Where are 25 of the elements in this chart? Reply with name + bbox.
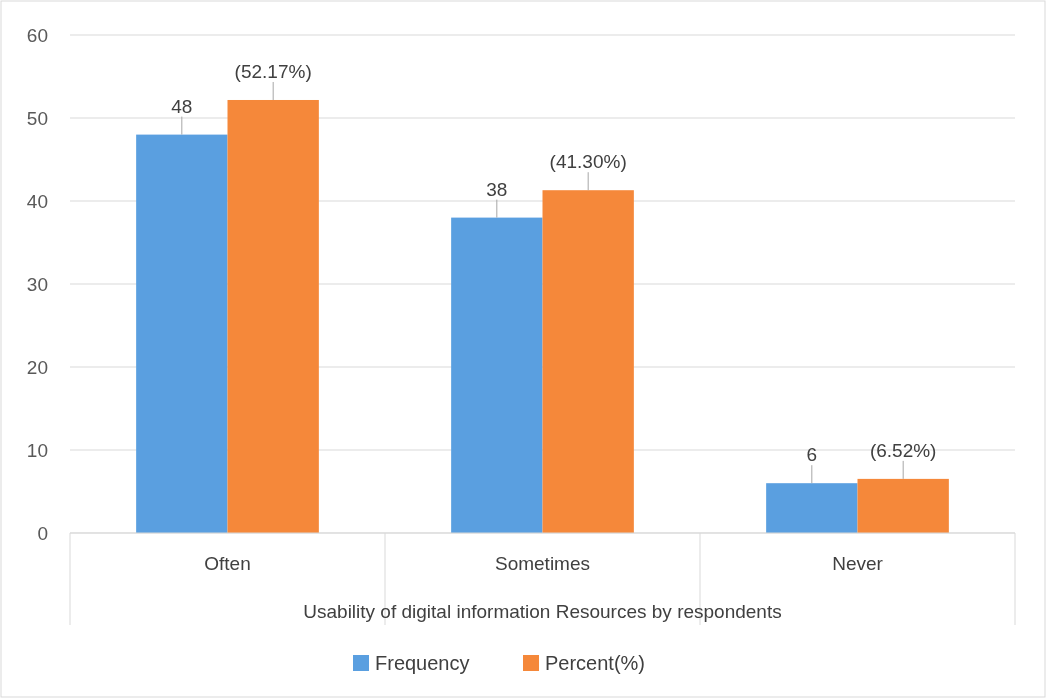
y-tick-label: 30 xyxy=(26,273,48,295)
bar xyxy=(136,134,228,533)
data-label: 48 xyxy=(171,95,193,117)
y-tick-label: 50 xyxy=(26,107,48,129)
x-axis-title: Usability of digital information Resources by respondents xyxy=(303,601,782,622)
data-label: 38 xyxy=(486,178,508,200)
data-label: 6 xyxy=(806,444,818,466)
bar xyxy=(451,217,543,533)
data-label: (41.30%) xyxy=(549,151,627,173)
bar xyxy=(227,99,319,533)
x-tick-label: Sometimes xyxy=(494,553,591,574)
data-label: (6.52%) xyxy=(869,439,937,461)
y-tick-label: 20 xyxy=(26,356,48,378)
bar xyxy=(857,478,949,533)
legend-label: Percent(%) xyxy=(545,652,646,674)
bar xyxy=(542,190,634,533)
x-tick-label: Never xyxy=(832,553,884,574)
x-tick-label: Often xyxy=(204,553,251,574)
y-tick-label: 60 xyxy=(26,24,48,46)
y-tick-label: 10 xyxy=(26,439,48,461)
legend-label: Frequency xyxy=(375,652,470,674)
y-tick-label: 0 xyxy=(37,522,48,544)
y-tick-label: 40 xyxy=(26,190,48,212)
bar xyxy=(766,483,858,533)
data-label: (52.17%) xyxy=(234,60,312,82)
